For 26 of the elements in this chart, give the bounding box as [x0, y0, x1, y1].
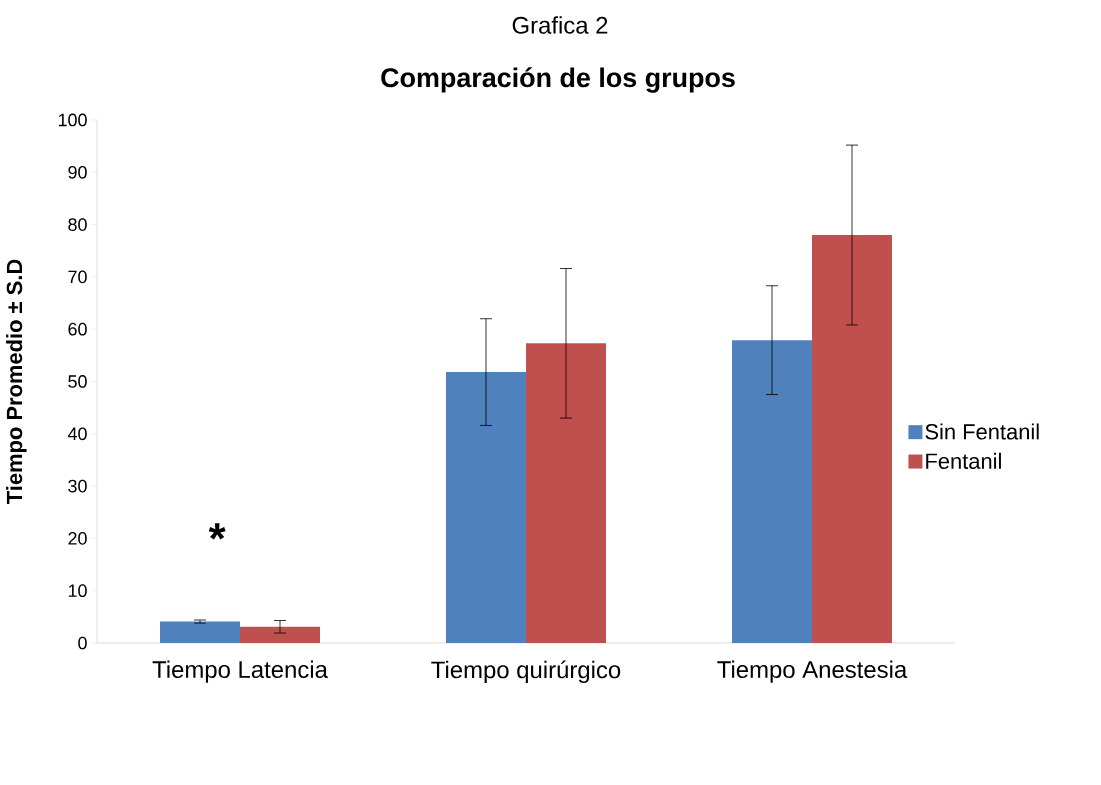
y-tick-label: 90 [68, 165, 87, 179]
y-tick-label: 20 [68, 532, 87, 545]
x-tick-label: Tiempo Latencia [152, 660, 328, 683]
y-tick-label: 60 [68, 322, 87, 336]
bar [240, 626, 321, 643]
y-tick-label: 40 [67, 427, 87, 441]
y-tick-label: 100 [58, 113, 87, 127]
legend-label: Sin Fentanil [925, 423, 1039, 440]
x-tick-label: Tiempo Anestesia [717, 660, 908, 683]
chart-subtitle: Comparación de los grupos [381, 67, 735, 93]
bar [732, 340, 813, 643]
y-tick-label: 70 [68, 270, 87, 284]
chart-title: Grafica 2 [512, 16, 608, 34]
annotation: * [208, 523, 226, 540]
y-tick-label: 30 [68, 479, 87, 493]
bar [812, 235, 893, 643]
y-axis-title: Tiempo Promedio ± S.D [6, 259, 27, 504]
bar [160, 621, 241, 643]
y-tick-label: 0 [78, 636, 87, 650]
y-tick-label: 10 [68, 584, 87, 598]
y-tick-label: 80 [68, 218, 87, 231]
bar [526, 343, 607, 643]
y-tick-label: 50 [68, 375, 87, 388]
legend-label: Fentanil [926, 452, 1001, 469]
bar [446, 372, 527, 643]
x-tick-label: Tiempo quirúrgico [431, 660, 621, 684]
